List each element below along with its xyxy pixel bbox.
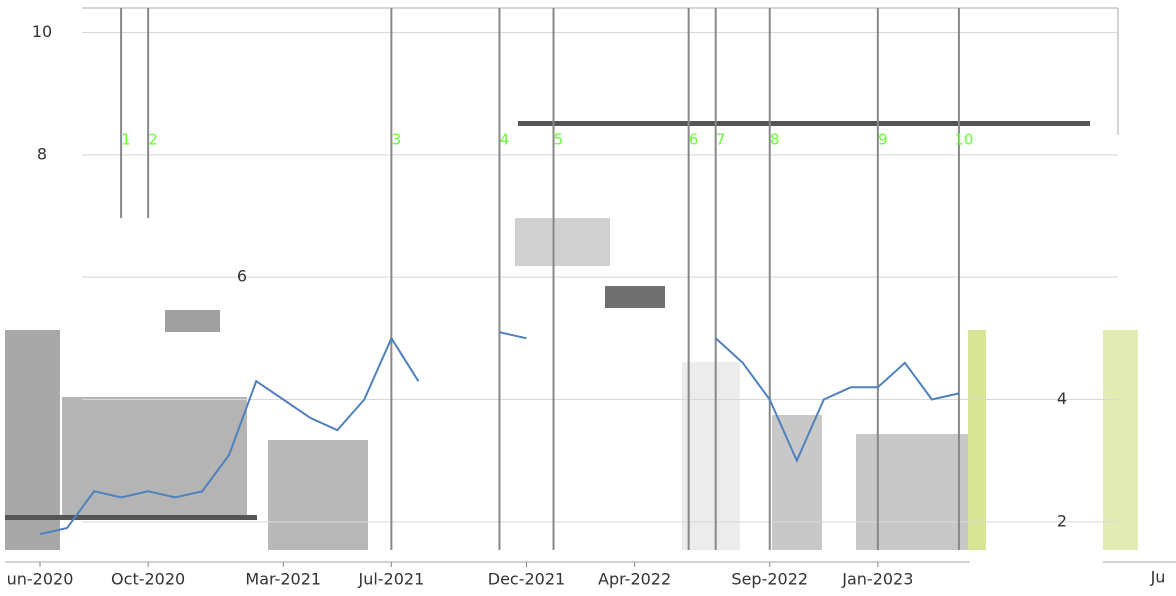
block: [5, 330, 60, 550]
block: [682, 362, 740, 550]
block: [968, 330, 986, 550]
event-label: 9: [878, 131, 888, 149]
event-label: 4: [500, 131, 510, 149]
annotation: Ju: [1150, 568, 1166, 587]
x-tick-label: Jan-2023: [841, 570, 913, 589]
block: [515, 218, 610, 266]
block: [62, 397, 247, 517]
y-tick-label: 4: [1057, 389, 1067, 408]
bar-glitch: [5, 515, 257, 520]
event-label: 5: [554, 131, 564, 149]
event-label: 2: [148, 131, 158, 149]
event-label: 7: [716, 131, 726, 149]
y-tick-label: 6: [237, 267, 247, 286]
x-tick-label: Sep-2022: [731, 570, 808, 589]
block: [268, 440, 368, 550]
y-tick-label: 8: [37, 144, 47, 163]
data-line: [39, 331, 960, 536]
x-tick-label: un-2020: [7, 570, 74, 589]
block: [772, 415, 822, 550]
x-tick-label: Jul-2021: [357, 570, 424, 589]
event-label: 1: [121, 131, 131, 149]
event-label: 8: [770, 131, 780, 149]
event-label: 10: [954, 131, 973, 149]
block: [856, 434, 968, 550]
glitch-blocks: [5, 121, 1138, 550]
x-tick-label: Oct-2020: [111, 570, 185, 589]
block: [605, 286, 665, 308]
x-tick-label: Mar-2021: [245, 570, 321, 589]
x-tick-label: Apr-2022: [598, 570, 671, 589]
y-tick-label: 10: [32, 22, 52, 41]
bar-glitch: [518, 121, 1090, 126]
event-label: 6: [689, 131, 699, 149]
block: [165, 310, 220, 332]
block: [1103, 330, 1138, 550]
event-label: 3: [392, 131, 402, 149]
y-tick-label: 2: [1057, 511, 1067, 530]
x-tick-label: Dec-2021: [488, 570, 565, 589]
